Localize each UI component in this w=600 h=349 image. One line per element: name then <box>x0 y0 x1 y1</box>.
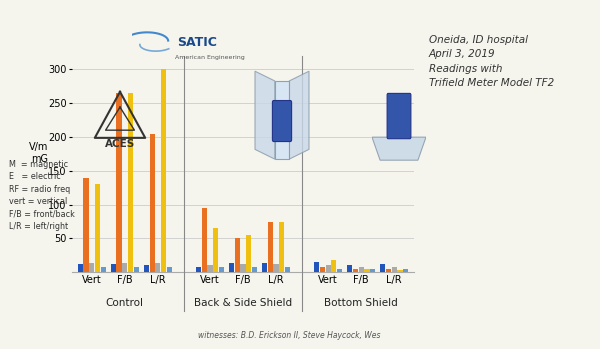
Bar <box>89 263 94 272</box>
Polygon shape <box>289 71 309 159</box>
Bar <box>392 267 397 272</box>
Bar <box>403 269 409 272</box>
Bar <box>167 267 172 272</box>
Bar <box>380 264 385 272</box>
Bar <box>314 262 319 272</box>
Bar <box>386 269 391 272</box>
Bar <box>331 260 337 272</box>
Bar <box>370 269 376 272</box>
Bar <box>116 93 122 272</box>
Bar <box>241 264 245 272</box>
FancyBboxPatch shape <box>272 101 292 142</box>
Bar <box>208 266 212 272</box>
Text: Bottom Shield: Bottom Shield <box>325 298 398 308</box>
Text: Back & Side Shield: Back & Side Shield <box>194 298 292 308</box>
Polygon shape <box>255 71 275 159</box>
Bar <box>101 267 106 272</box>
Text: American Engineering: American Engineering <box>175 55 245 60</box>
Bar <box>252 267 257 272</box>
Bar <box>359 267 364 272</box>
Bar <box>337 269 342 272</box>
Bar <box>134 267 139 272</box>
Text: M  = magnetic
E   = electric
RF = radio freq
vert = vertical
F/B = front/back
L/: M = magnetic E = electric RF = radio fre… <box>9 160 75 231</box>
Bar <box>274 264 278 272</box>
Bar <box>326 266 331 272</box>
Text: ACES: ACES <box>105 139 135 149</box>
Text: witnesses: B.D. Erickson II, Steve Haycock, Wes: witnesses: B.D. Erickson II, Steve Hayco… <box>198 331 380 340</box>
Bar <box>246 235 251 272</box>
Text: SATIC: SATIC <box>178 36 217 49</box>
Bar <box>144 266 149 272</box>
Text: Oneida, ID hospital
April 3, 2019
Readings with
Trifield Meter Model TF2: Oneida, ID hospital April 3, 2019 Readin… <box>429 35 554 88</box>
Bar <box>110 264 116 272</box>
Bar <box>219 267 224 272</box>
Bar <box>155 263 160 272</box>
Bar <box>213 228 218 272</box>
Bar <box>397 270 403 272</box>
Bar <box>83 178 89 272</box>
Bar <box>279 222 284 272</box>
Bar <box>128 93 133 272</box>
Y-axis label: V/m
mG: V/m mG <box>29 142 48 164</box>
Bar <box>95 184 100 272</box>
Bar <box>202 208 207 272</box>
Bar <box>149 134 155 272</box>
Bar <box>262 263 267 272</box>
Bar <box>161 69 166 272</box>
Text: Control: Control <box>106 298 144 308</box>
Bar <box>268 222 273 272</box>
Bar <box>320 267 325 272</box>
Bar <box>77 264 83 272</box>
Bar <box>364 269 370 272</box>
Bar <box>285 267 290 272</box>
FancyBboxPatch shape <box>387 94 411 139</box>
Bar <box>229 263 234 272</box>
Bar <box>347 266 352 272</box>
Polygon shape <box>275 81 289 159</box>
Bar <box>235 238 240 272</box>
Bar <box>196 267 201 272</box>
Bar <box>122 263 127 272</box>
Polygon shape <box>372 137 426 160</box>
Bar <box>353 269 358 272</box>
